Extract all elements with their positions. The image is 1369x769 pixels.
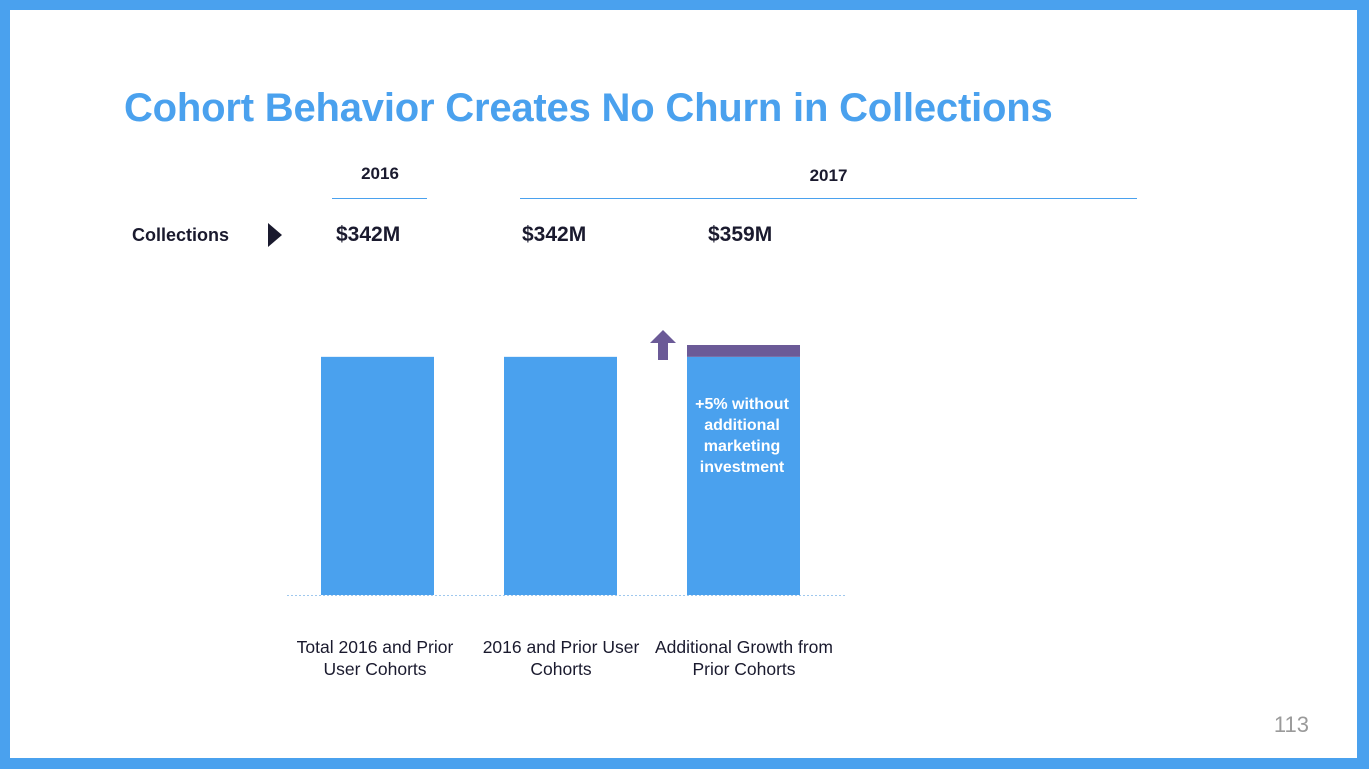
slide: Cohort Behavior Creates No Churn in Coll… <box>10 10 1357 758</box>
page-title: Cohort Behavior Creates No Churn in Coll… <box>124 86 1053 130</box>
year-2016-rule <box>332 198 427 199</box>
bar-2 <box>504 356 617 595</box>
category-label-prior: 2016 and Prior User Cohorts <box>482 637 640 679</box>
year-2017-rule <box>520 198 1137 199</box>
growth-annotation: +5% without additional marketing investm… <box>695 396 789 476</box>
collections-row-label: Collections <box>132 225 230 245</box>
year-2016-label: 2016 <box>361 164 399 183</box>
bar-3-growth-segment <box>687 345 800 357</box>
bar-chart <box>287 345 845 596</box>
collections-value-2016: $342M <box>336 223 401 246</box>
collections-value-2017-base: $342M <box>522 223 587 246</box>
category-label-total: Total 2016 and Prior User Cohorts <box>296 637 454 679</box>
play-arrow-icon <box>268 223 282 247</box>
up-arrow-icon <box>650 330 676 360</box>
bar-1 <box>321 356 434 595</box>
category-label-growth: Additional Growth from Prior Cohorts <box>655 637 833 679</box>
collections-value-2017-total: $359M <box>708 223 773 246</box>
page-number: 113 <box>1273 712 1309 737</box>
bar-3 <box>687 356 800 595</box>
year-2017-label: 2017 <box>809 166 848 185</box>
